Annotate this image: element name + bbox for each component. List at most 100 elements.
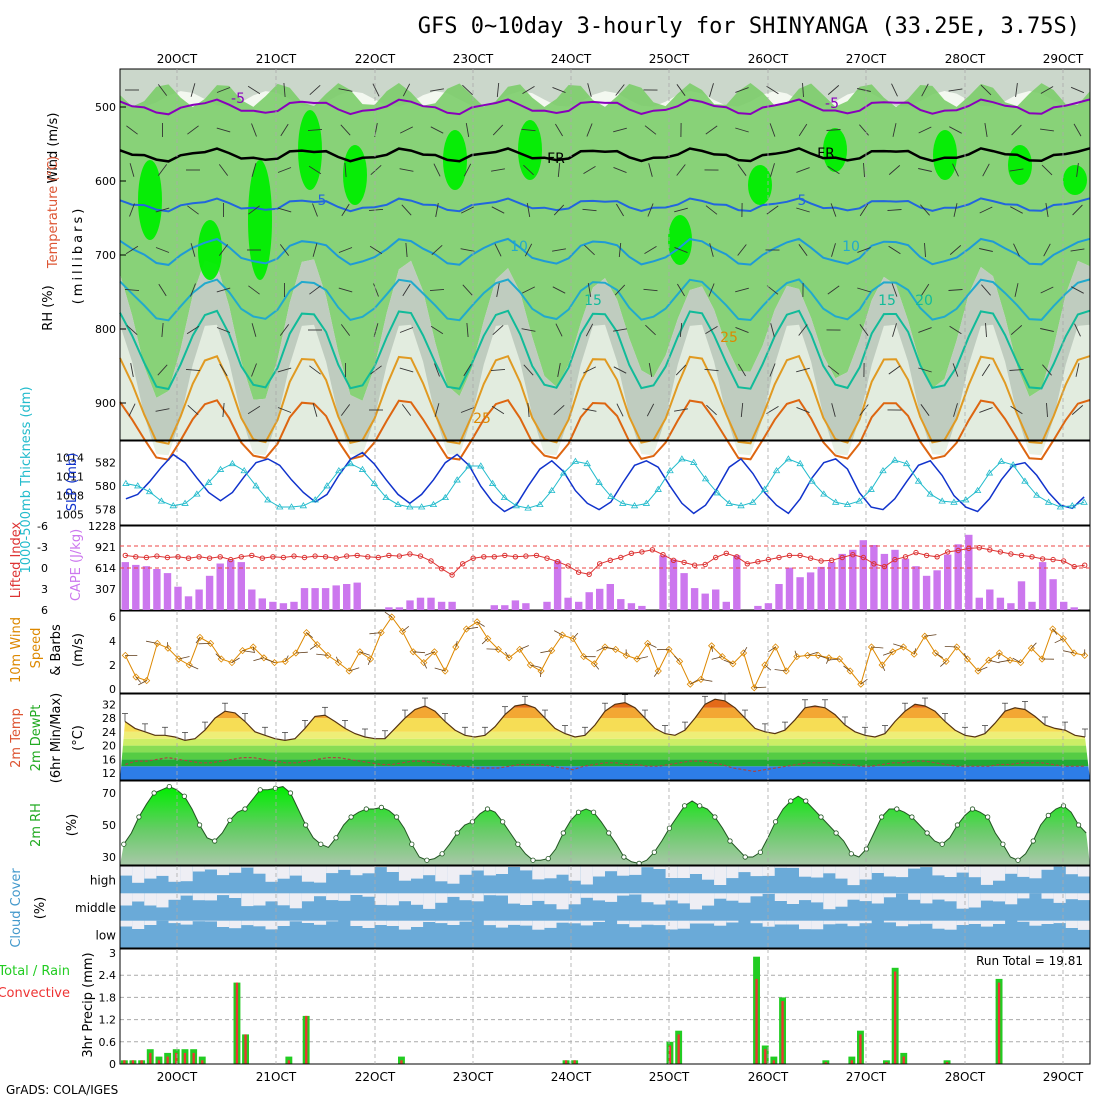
wind-speed-point (782, 667, 790, 675)
thickness-ytick: 580 (95, 480, 116, 493)
li-point (776, 554, 782, 561)
rh2m-point (606, 830, 612, 836)
temp-ytick: 20 (102, 740, 116, 753)
temp-frame (119, 693, 1091, 781)
rh2m-point (212, 838, 218, 844)
wind-speed-point (676, 657, 684, 665)
cloud-gap (350, 893, 363, 895)
cloud-gap (120, 866, 133, 876)
upper-wind-barb (526, 203, 531, 217)
li-point (143, 554, 150, 561)
upper-wind-barb (735, 326, 749, 334)
upper-wind-barb (344, 162, 347, 178)
upper-wind-barb (341, 203, 350, 217)
cloud-gap (301, 893, 314, 902)
wind-speed-point (175, 655, 183, 663)
ylabel-slp: SLP (mb) (65, 453, 80, 512)
upper-wind-barb (399, 168, 414, 172)
li-point (839, 554, 845, 561)
cape-bar (195, 589, 203, 610)
wind-speed-point (601, 643, 609, 651)
cape-bar (290, 601, 298, 610)
x-tick-bottom: 23OCT (453, 1070, 494, 1084)
upper-wind-barb (796, 406, 810, 414)
rh2m-point (621, 854, 627, 860)
wind-barb (252, 646, 255, 654)
precip-conv-bar (564, 1060, 568, 1064)
cloud-gap (398, 893, 411, 902)
li-point (259, 555, 265, 561)
li-point (734, 554, 740, 560)
temp-band (120, 752, 1090, 760)
upper-wind-barb (979, 248, 993, 252)
upper-wind-barb (796, 367, 810, 373)
upper-wind-barb (675, 364, 687, 376)
cloud-gap (799, 920, 812, 930)
rh2m-point (590, 809, 597, 815)
cloud-level-label: high (90, 874, 116, 888)
temp-ytick: 32 (102, 698, 116, 711)
upper-wind-barb (463, 363, 472, 377)
thickness-point (997, 457, 1005, 464)
cloud-gap (204, 893, 217, 901)
upper-wind-barb (128, 403, 136, 417)
li-point (217, 554, 223, 560)
cloud-gap (920, 893, 933, 904)
li-point (122, 552, 129, 559)
rh-band-top (120, 69, 1090, 107)
upper-wind-barb (645, 324, 656, 336)
upper-wind-barb (307, 128, 323, 132)
contour-5 (119, 197, 1091, 213)
li-point (565, 563, 571, 569)
upper-wind-barb (587, 83, 592, 97)
upper-wind-barb (430, 88, 444, 92)
cloud-gap (629, 866, 642, 875)
wind-barb (519, 645, 529, 650)
cape-bar (543, 601, 551, 610)
upper-wind-barb (466, 322, 469, 338)
li-point (196, 554, 202, 560)
wind-barb (940, 661, 947, 667)
thickness-point (370, 479, 379, 486)
cape-bar (1017, 581, 1026, 610)
li-point (333, 555, 339, 561)
cloud-gap (980, 893, 993, 901)
upper-wind-barb (827, 285, 840, 295)
cape-bar (838, 553, 846, 610)
li-point (586, 571, 592, 577)
upper-wind-barb (920, 204, 930, 216)
cape-bar (859, 540, 867, 610)
thickness-point (264, 496, 272, 503)
wind-barb (195, 637, 201, 644)
precip-conv-bar (764, 1049, 767, 1064)
upper-wind-barb (1009, 369, 1024, 371)
upper-wind-barb (521, 128, 536, 132)
thickness-point (323, 482, 331, 489)
dewpt-line (125, 756, 1085, 773)
upper-wind-barb (155, 207, 170, 213)
upper-wind-barb (280, 123, 289, 137)
rh2m-point (530, 857, 536, 863)
upper-wind-barb (277, 167, 292, 173)
wind-speed-point (889, 648, 897, 656)
cape-bar (153, 569, 161, 610)
cape-bar (353, 582, 361, 610)
cape-ytick: 921 (95, 541, 116, 554)
wind-speed-point (846, 667, 854, 675)
cloud-gap (702, 866, 715, 880)
thickness-point (690, 458, 698, 465)
cloud-gap (689, 866, 702, 874)
upper-wind-barb (155, 247, 170, 253)
ylabel-wind-units: (m/s) (71, 633, 86, 667)
cloud-gap (447, 866, 460, 884)
cape-bar (1060, 601, 1068, 610)
contour-label: 5 (798, 193, 807, 209)
upper-wind-barb (674, 246, 688, 254)
li-point (502, 552, 508, 559)
ylabel-wind-a: 10m Wind (9, 617, 24, 683)
thickness-point (1044, 498, 1053, 505)
wind-speed-point (1027, 644, 1035, 652)
upper-wind-barb (434, 363, 440, 377)
upper-wind-barb (187, 205, 199, 215)
cloud-gap (277, 866, 290, 879)
